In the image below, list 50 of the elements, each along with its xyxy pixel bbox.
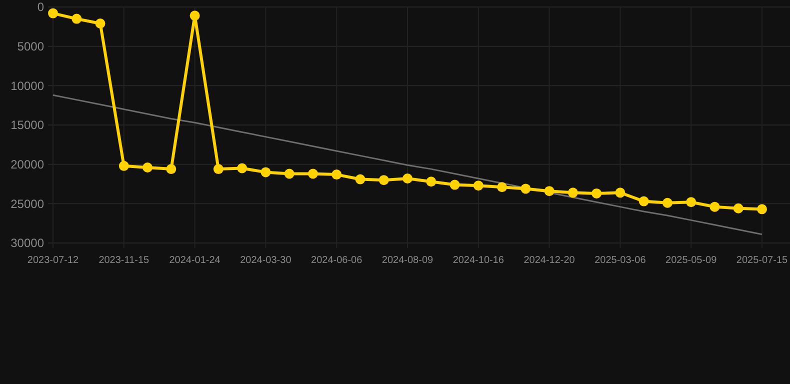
x-tick-label: 2025-07-15 [736,255,788,266]
line-series [52,94,763,236]
x-tick-label: 2024-08-09 [382,255,434,266]
y-tick-label: 15000 [10,118,44,132]
y-tick-label: 5000 [17,40,44,54]
point [662,198,672,208]
point [378,175,389,186]
y-tick-label: 30000 [10,236,44,250]
point [95,18,106,29]
y-tick-label: 25000 [10,196,44,211]
x-tick-label: 2023-07-12 [27,255,80,266]
point [72,14,82,24]
point [118,160,129,171]
point [402,173,412,184]
x-tick-label: 2023-11-15 [98,255,150,266]
x-tick-label: 2024-10-16 [452,255,504,266]
point [568,188,578,198]
point [260,167,271,178]
point [308,168,318,179]
point [592,188,602,198]
point [166,164,176,174]
x-tick-label: 2025-03-06 [594,255,646,266]
point [284,168,294,179]
point [710,202,720,212]
point [190,10,200,21]
point [450,180,460,190]
y-tick-label: 0 [37,0,44,14]
point [142,162,153,172]
x-tick-label: 2024-12-20 [524,255,576,266]
y-tick-label: 20000 [10,158,44,172]
point [213,164,224,174]
point [638,196,649,206]
point [544,186,554,196]
x-tick-label: 2025-05-09 [666,255,718,266]
y-tick-label: 10000 [10,78,44,93]
point [757,204,767,214]
point [686,197,696,208]
x-tick-label: 2024-06-06 [311,255,363,266]
point [355,174,366,184]
point [237,163,248,174]
x-tick-label: 2024-03-30 [240,255,292,266]
point [520,184,531,194]
x-tick-label: 2024-01-24 [169,255,221,266]
point [48,8,58,18]
point [426,176,436,187]
point [615,188,626,198]
point [473,180,484,191]
point [332,170,342,180]
point [733,203,744,214]
point [497,182,508,192]
